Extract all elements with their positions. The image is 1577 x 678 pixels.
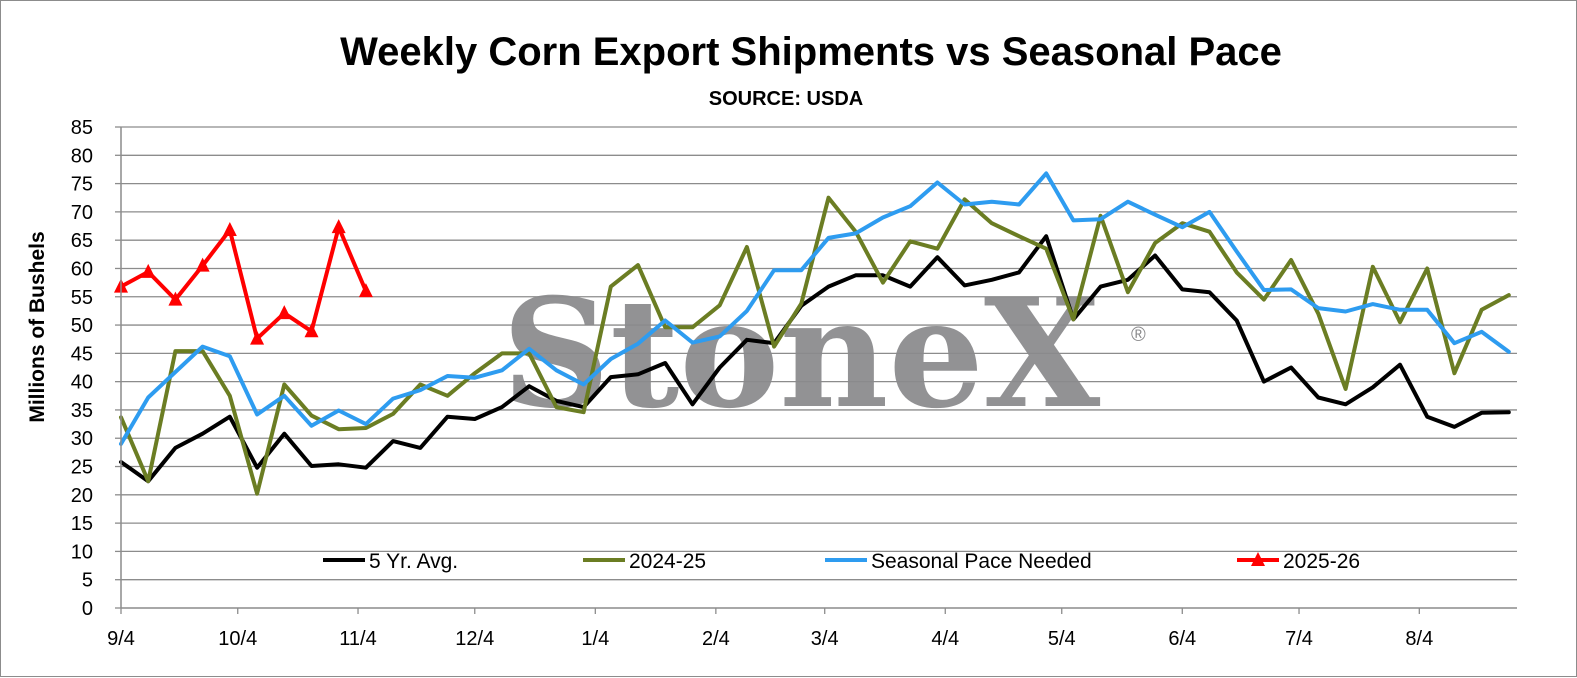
data-point-2025-26 [304,323,319,338]
x-tick-label: 7/4 [1285,628,1313,650]
x-tick-label: 9/4 [107,628,135,650]
data-point-2025-26 [195,257,210,272]
legend: 5 Yr. Avg. 2024-25 Seasonal Pace Needed 202… [323,550,1360,573]
y-tick-label: 30 [71,428,93,450]
legend-label-5-yr-avg: 5 Yr. Avg. [369,550,458,573]
y-tick-label: 85 [71,117,93,139]
legend-label-2024-25: 2024-25 [629,550,706,573]
chart-title: Weekly Corn Export Shipments vs Seasonal… [340,30,1282,74]
y-tick-label: 0 [82,598,93,620]
legend-label-2025-26: 2025-26 [1283,550,1360,573]
legend-label-seasonal-pace-needed: Seasonal Pace Needed [871,550,1092,573]
y-tick-label: 35 [71,400,93,422]
series-line-seasonal-pace-needed [119,171,1511,446]
data-point-2025-26 [331,219,346,234]
x-tick-label: 5/4 [1048,628,1076,650]
x-tick-label: 6/4 [1168,628,1196,650]
y-tick-label: 65 [71,230,93,252]
watermark-text: StoneX [502,266,1101,442]
y-tick-label: 55 [71,287,93,309]
y-tick-label: 45 [71,343,93,365]
series-layer [114,171,1511,496]
x-tick-label: 11/4 [339,628,376,650]
series-line-5-yr-avg [119,234,1511,484]
y-tick-label: 5 [82,570,93,592]
data-point-2025-26 [250,330,265,345]
x-tick-label: 8/4 [1405,628,1433,650]
y-axis-label: Millions of Bushels [26,231,49,422]
data-point-2025-26 [141,263,156,278]
y-tick-label: 70 [71,202,93,224]
x-tick-label: 4/4 [931,628,959,650]
y-tick-label: 10 [71,541,93,563]
x-tick-label: 2/4 [702,628,730,650]
x-tick-label: 10/4 [218,628,257,650]
series-line-2025-26 [119,225,368,341]
x-tick-label: 12/4 [455,628,494,650]
data-point-2025-26 [358,283,373,298]
watermark-registered-mark: ® [1131,324,1146,346]
legend-marker-2025-26 [1251,552,1265,566]
y-tick-label: 75 [71,174,93,196]
data-point-2025-26 [222,221,237,236]
chart-subtitle: SOURCE: USDA [709,88,863,110]
series-line-2024-25 [119,195,1511,496]
x-tick-label: 1/4 [581,628,609,650]
watermark: StoneX ® [502,266,1146,442]
y-tick-label: 15 [71,513,93,535]
data-point-2025-26 [168,291,183,306]
y-tick-label: 20 [71,485,93,507]
y-tick-label: 25 [71,457,93,479]
y-tick-label: 50 [71,315,93,337]
y-tick-label: 60 [71,258,93,280]
axes: 0 5 10 15 20 25 30 35 40 45 50 55 60 65 70 75 80 85 9/4 10/… [71,117,1517,650]
x-tick-label: 3/4 [811,628,839,650]
data-point-2025-26 [277,305,292,320]
y-tick-label: 80 [71,145,93,167]
y-tick-label: 40 [71,372,93,394]
